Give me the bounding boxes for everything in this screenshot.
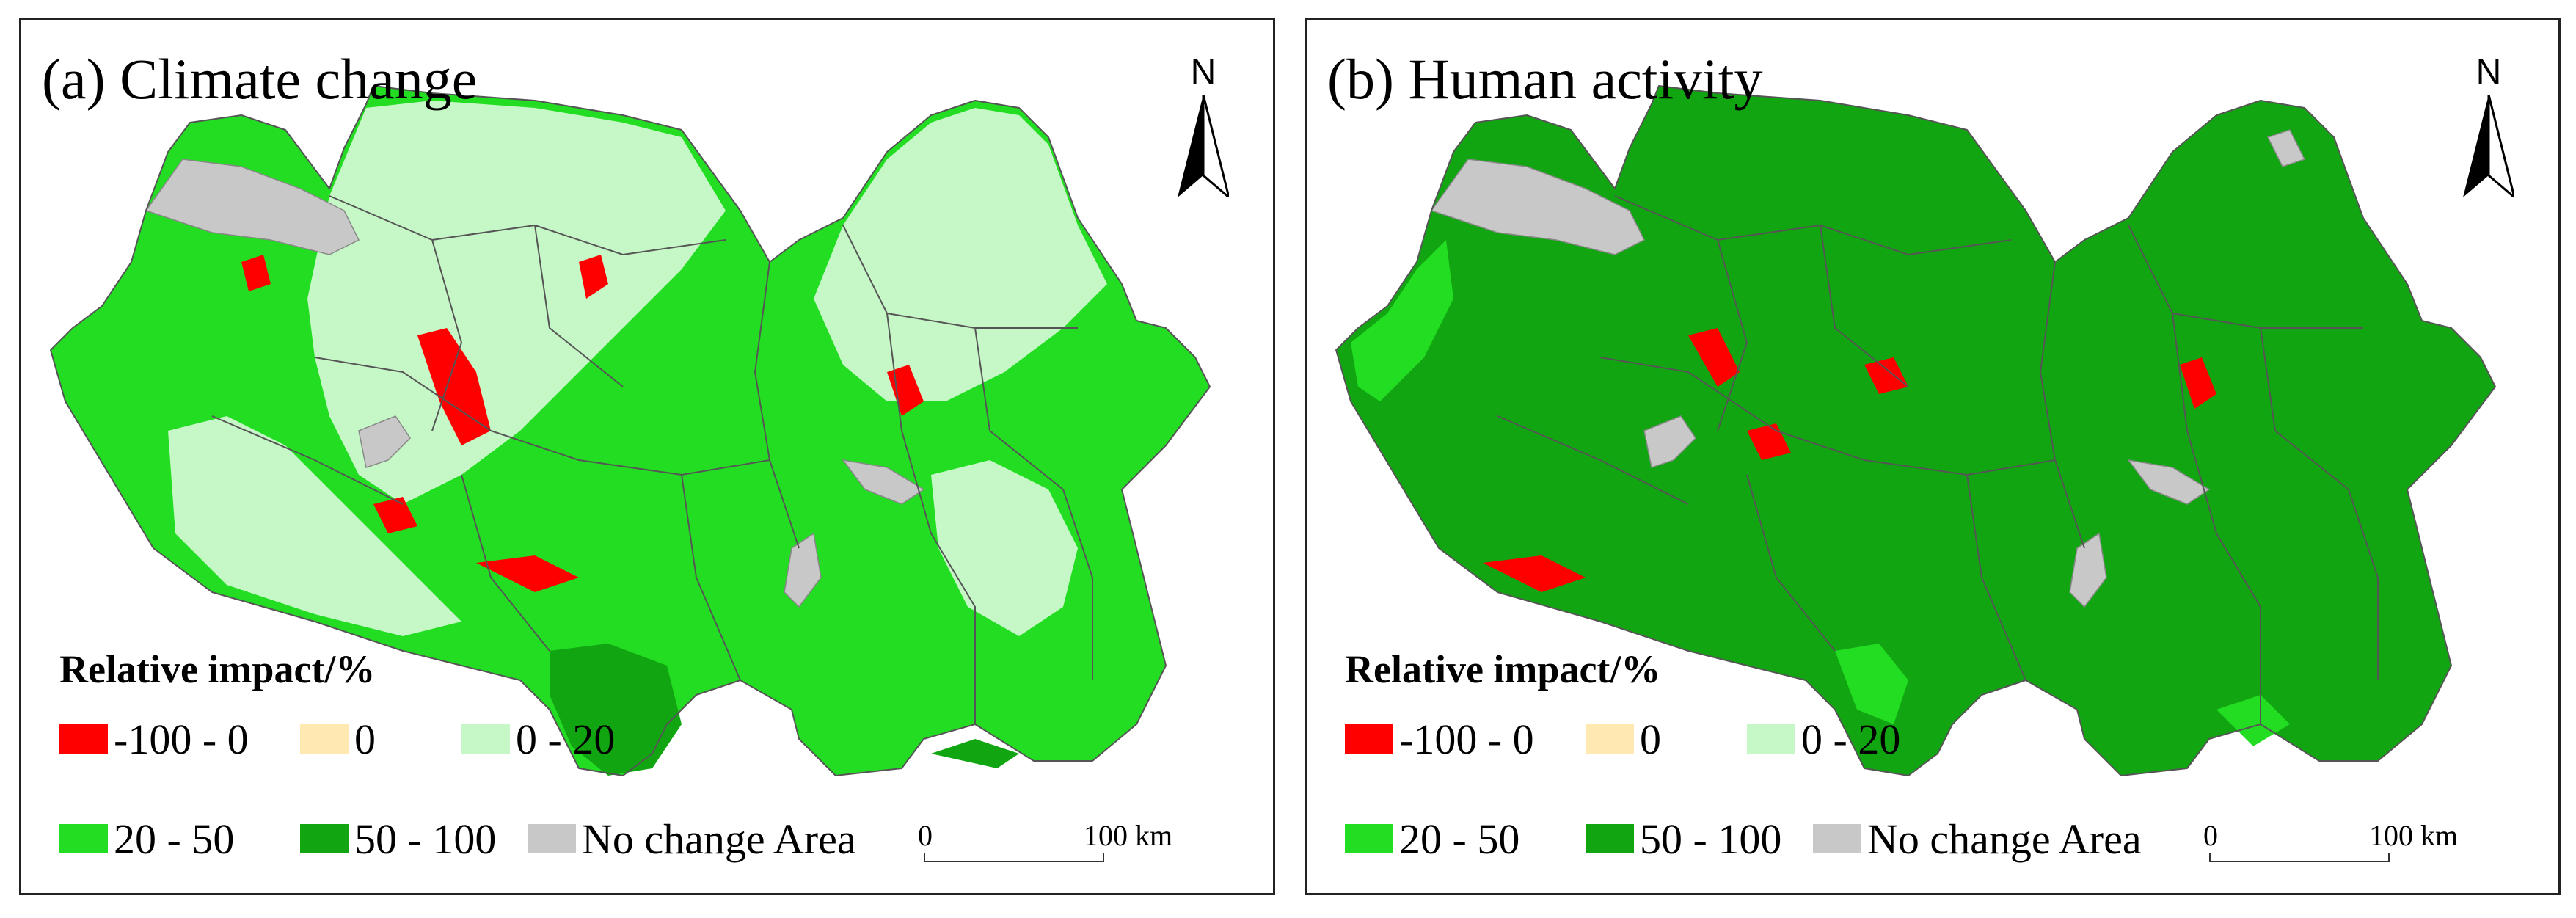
legend-swatch (59, 724, 108, 754)
region-light-zone (168, 416, 461, 636)
legend-label: No change Area (582, 815, 856, 863)
legend-label: 50 - 100 (354, 815, 497, 863)
red-cluster (1864, 357, 1908, 394)
legend-label: 20 - 50 (1399, 815, 1520, 863)
region-light-zone (1835, 644, 1908, 724)
legend-label: 0 (1640, 715, 1661, 763)
legend-swatch (59, 824, 108, 853)
scale-tick (2388, 853, 2390, 861)
legend-swatch (528, 824, 576, 853)
lake-area (145, 159, 360, 255)
legend-title: Relative impact/% (1345, 647, 1661, 691)
legend-swatch (1345, 824, 1393, 853)
lake-area (1430, 159, 1646, 255)
scale-max-label: 100 km (1084, 818, 1172, 853)
red-cluster (373, 497, 417, 533)
scale-unit: km (1135, 819, 1173, 852)
red-cluster (1483, 555, 1586, 592)
red-cluster (417, 328, 491, 445)
scale-zero-label: 0 (2203, 819, 2218, 852)
region-map-b (1335, 85, 2496, 776)
red-cluster (476, 555, 579, 592)
legend-item: No change Area (1813, 815, 2142, 863)
legend-swatch (1747, 724, 1795, 754)
legend-swatch (300, 824, 349, 853)
panel-title: (a) Climate change (42, 47, 478, 111)
scale-zero-label: 0 (918, 819, 933, 852)
red-cluster (887, 365, 924, 416)
map-panel-climate-change: (a) Climate change N Relative impact/% -… (19, 18, 1275, 895)
region-light-zone (307, 101, 726, 504)
legend-label: -100 - 0 (114, 715, 249, 763)
scale-max-label: 100 km (2369, 818, 2458, 853)
legend-item: 0 (300, 715, 376, 763)
legend-label: 0 - 20 (516, 715, 616, 763)
region-shape-b (1335, 85, 2496, 776)
red-cluster (2180, 357, 2216, 409)
scale-unit: km (2420, 819, 2459, 852)
legend-title: Relative impact/% (59, 647, 376, 691)
river-area (2127, 459, 2211, 505)
region-base (1336, 86, 2495, 776)
north-label: N (1190, 53, 1216, 92)
north-arrow-icon (1178, 95, 1229, 197)
legend-label: -100 - 0 (1399, 715, 1534, 763)
snow-area (2266, 129, 2306, 167)
region-light-zone (2216, 695, 2290, 746)
legend-swatch (461, 724, 510, 754)
red-cluster (241, 255, 271, 291)
legend-swatch (1345, 724, 1393, 754)
legend-swatch (1586, 724, 1634, 754)
legend-label: 0 - 20 (1801, 715, 1901, 763)
legend-swatch (1586, 824, 1634, 853)
legend-item: 50 - 100 (1586, 815, 1782, 863)
legend-item: 0 - 20 (1747, 715, 1901, 763)
red-cluster (1688, 328, 1740, 387)
scale-tick (924, 853, 925, 861)
river-area (842, 459, 925, 505)
scale-tick (2209, 853, 2211, 861)
legend-item: -100 - 0 (1345, 715, 1534, 763)
scale-line (924, 861, 1104, 862)
legend-label: 20 - 50 (114, 815, 235, 863)
legend-label: 0 (354, 715, 376, 763)
legend-swatch (1813, 824, 1861, 853)
legend-item: 20 - 50 (59, 815, 235, 863)
legend-item: 20 - 50 (1345, 815, 1520, 863)
north-arrow: N (2456, 52, 2522, 199)
legend-item: 0 - 20 (461, 715, 616, 763)
district-boundaries (1335, 85, 2496, 776)
region-light-zone (1351, 240, 1453, 401)
north-label: N (2475, 53, 2502, 92)
north-arrow: N (1170, 52, 1236, 199)
region-shape-a (50, 85, 1211, 776)
legend-swatch (300, 724, 349, 754)
dark-green-zone (550, 644, 682, 776)
region-map-a (50, 85, 1211, 776)
map-panel-human-activity: (b) Human activity N Relative impact/% -… (1305, 18, 2561, 895)
legend-item: -100 - 0 (59, 715, 249, 763)
scale-bar: 0 100 km (918, 818, 1226, 877)
district-boundaries (50, 85, 1211, 776)
legend-label: 50 - 100 (1640, 815, 1782, 863)
lake-area (358, 415, 411, 468)
legend-item: 0 (1586, 715, 1661, 763)
lake-area (1643, 415, 1696, 468)
legend-item: No change Area (528, 815, 856, 863)
region-light-zone (931, 460, 1078, 636)
lake-area (2069, 532, 2107, 608)
scale-line (2209, 861, 2390, 862)
dark-green-zone (931, 739, 1019, 768)
scale-max-value: 100 (1084, 819, 1128, 852)
scale-tick (1103, 853, 1104, 861)
scale-bar: 0 100 km (2203, 818, 2511, 877)
panel-title: (b) Human activity (1327, 47, 1763, 111)
lake-area (784, 532, 822, 608)
legend-item: 50 - 100 (300, 815, 497, 863)
scale-max-value: 100 (2369, 819, 2413, 852)
red-cluster (579, 255, 608, 299)
north-arrow-icon (2463, 95, 2514, 197)
legend-label: No change Area (1867, 815, 2142, 863)
